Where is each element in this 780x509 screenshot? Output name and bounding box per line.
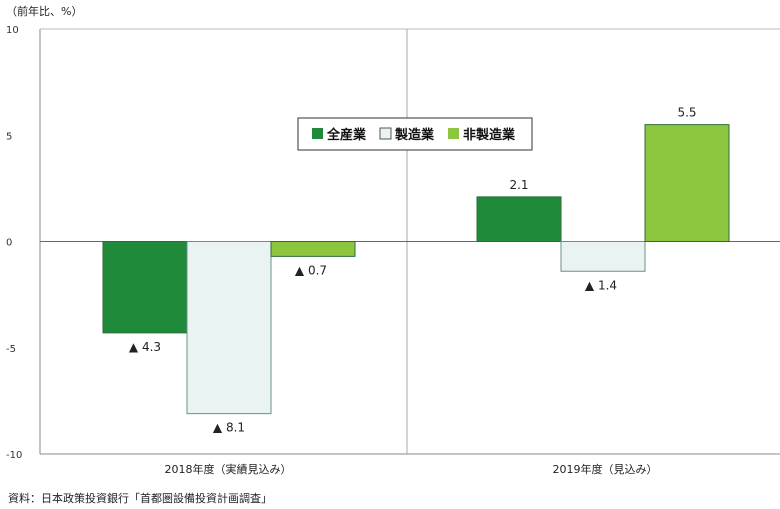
source-note: 資料：日本政策投資銀行「首都圏設備投資計画調査」 xyxy=(8,492,272,505)
bar-1-0 xyxy=(186,241,272,415)
data-label: 5.5 xyxy=(677,106,696,120)
data-label: ▲ 4.3 xyxy=(129,340,161,354)
legend-swatch-0 xyxy=(312,128,323,139)
y-tick-label: -10 xyxy=(6,450,22,461)
legend-label: 製造業 xyxy=(394,127,435,143)
x-tick-label: 2018年度（実績見込み） xyxy=(165,462,292,476)
bar-2-1 xyxy=(644,124,730,242)
legend-box xyxy=(297,117,533,151)
bar-0-0 xyxy=(102,241,188,334)
bar-2-0 xyxy=(270,241,356,257)
y-tick-label: 10 xyxy=(6,25,19,36)
y-tick-label: 5 xyxy=(6,131,12,142)
bar-1-1 xyxy=(560,241,646,272)
x-tick-label: 2019年度（見込み） xyxy=(553,462,658,476)
legend-swatch-1 xyxy=(379,127,392,140)
data-label: 2.1 xyxy=(509,178,528,192)
data-label: ▲ 8.1 xyxy=(213,421,245,435)
data-label: ▲ 1.4 xyxy=(585,278,617,292)
data-label: ▲ 0.7 xyxy=(295,263,327,277)
legend-swatch-2 xyxy=(448,128,459,139)
y-unit-label: （前年比、%） xyxy=(6,5,83,18)
legend-label: 全産業 xyxy=(326,127,367,143)
bar-0-1 xyxy=(476,196,562,242)
y-tick-label: 0 xyxy=(6,238,12,249)
y-tick-label: -5 xyxy=(6,344,16,355)
legend-label: 非製造業 xyxy=(463,127,516,143)
